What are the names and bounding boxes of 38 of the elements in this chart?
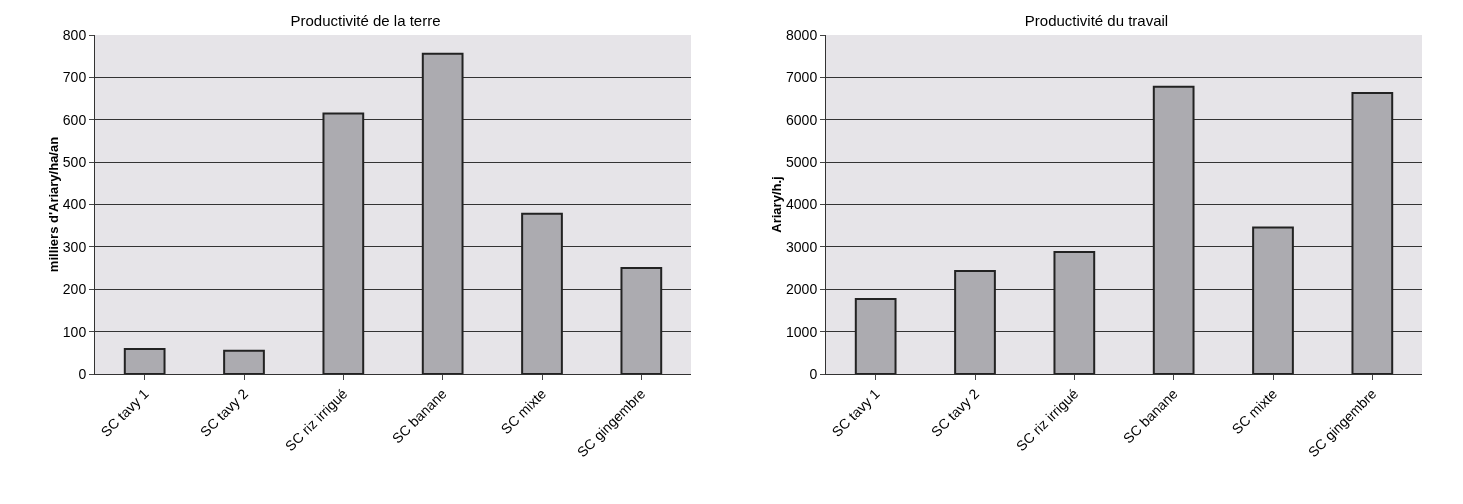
bar — [521, 212, 563, 374]
y-tick-label: 700 — [62, 69, 87, 86]
y-tick-label: 6000 — [786, 111, 818, 128]
y-tick-label: 100 — [62, 323, 87, 340]
bar — [1252, 226, 1294, 374]
x-tick-label: SC tavy 1 — [828, 385, 883, 440]
x-tick-label: SC tavy 2 — [196, 385, 252, 440]
y-tick-label: 200 — [62, 281, 87, 298]
y-tick-label: 1000 — [786, 323, 818, 340]
y-tick-label: 500 — [62, 154, 87, 171]
chart-title: Productivité du travail — [1024, 11, 1169, 29]
bar — [854, 298, 897, 374]
y-tick-label: 800 — [62, 26, 87, 43]
bar — [421, 52, 464, 374]
y-tick-label: 0 — [809, 365, 818, 382]
y-tick-label: 8000 — [786, 26, 818, 43]
y-tick-label: 7000 — [786, 69, 818, 86]
y-tick-label: 3000 — [786, 238, 818, 255]
y-tick-label: 5000 — [786, 154, 818, 171]
y-tick-label: 300 — [62, 238, 87, 255]
bar — [1351, 92, 1394, 374]
y-tick-label: 2000 — [786, 281, 818, 298]
x-tick-label: SC tavy 1 — [97, 385, 152, 440]
chart-title: Productivité de la terre — [290, 11, 441, 29]
bar — [1152, 85, 1195, 374]
x-tick-label: SC tavy 2 — [927, 385, 983, 440]
bar — [1053, 250, 1096, 374]
y-tick-label: 4000 — [786, 196, 818, 213]
bar — [620, 267, 663, 374]
y-tick-label: 400 — [62, 196, 87, 213]
y-tick-label: 0 — [78, 365, 87, 382]
bar — [123, 348, 166, 374]
y-tick-label: 600 — [62, 111, 87, 128]
bar — [223, 349, 265, 374]
bar — [322, 112, 365, 374]
bar — [954, 270, 996, 374]
y-axis-title: milliers d'Ariary/ha/an — [45, 136, 61, 273]
y-axis-title: Ariary/h.j — [769, 176, 785, 233]
